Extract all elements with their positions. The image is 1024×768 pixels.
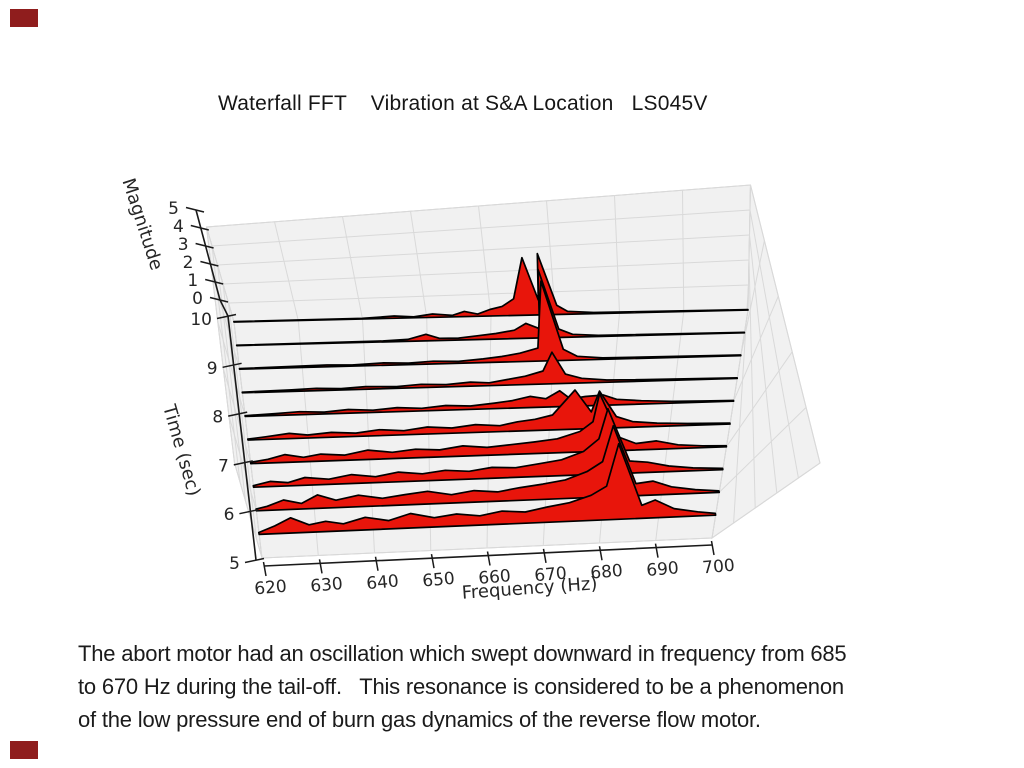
tick-mark xyxy=(209,296,229,303)
tick-mark xyxy=(244,557,265,564)
x-tick-label: 670 xyxy=(534,564,568,587)
grid-line xyxy=(682,190,685,312)
slide-accent-bottom-left xyxy=(10,741,38,759)
grid-line xyxy=(750,184,821,464)
grid-line xyxy=(228,302,257,540)
grid-line xyxy=(749,234,778,494)
grid-line xyxy=(614,195,620,314)
caption-text: The abort motor had an oscillation which… xyxy=(78,637,847,736)
grid-line xyxy=(261,537,713,559)
x-tick-label: 690 xyxy=(646,558,680,581)
y-tick-label: 7 xyxy=(218,456,229,476)
y-axis-title: Time (sec) xyxy=(158,401,204,498)
z-tick-label: 5 xyxy=(168,199,179,219)
caption-line: of the low pressure end of burn gas dyna… xyxy=(78,707,761,732)
tick-mark xyxy=(200,260,219,267)
fft-trace-t8 xyxy=(244,389,735,418)
grid-line xyxy=(740,240,765,356)
fft-trace-t10 xyxy=(233,252,749,323)
tick-mark xyxy=(598,546,603,561)
z-tick-label: 1 xyxy=(187,271,198,291)
x-tick-label: 620 xyxy=(254,577,288,600)
x-tick-label: 650 xyxy=(422,569,456,592)
tick-mark xyxy=(374,556,379,571)
grid-line xyxy=(342,216,363,320)
y-tick-label: 10 xyxy=(190,310,212,330)
y-tick-label: 8 xyxy=(212,408,223,428)
grid-line xyxy=(217,321,246,417)
grid-line xyxy=(410,211,428,318)
tick-mark xyxy=(185,206,205,213)
grid-line xyxy=(748,259,756,509)
tick-mark xyxy=(430,553,435,569)
grid-line xyxy=(222,368,252,464)
grid-line xyxy=(747,184,751,311)
grid-line xyxy=(749,209,799,479)
y-tick-label: 6 xyxy=(224,505,235,525)
fft-trace-t5.5 xyxy=(257,442,717,536)
grid-line xyxy=(725,351,793,448)
z-tick-label: 2 xyxy=(183,253,194,273)
tick-mark xyxy=(486,551,491,566)
x-tick-label: 630 xyxy=(310,574,344,597)
x-tick-label: 700 xyxy=(702,556,736,579)
fft-trace-t8.5 xyxy=(241,351,739,394)
z-axis-title: Magnitude xyxy=(118,176,167,273)
x-tick-label: 680 xyxy=(590,561,624,584)
caption-line: The abort motor had an oscillation which… xyxy=(78,641,847,666)
fft-trace-t9 xyxy=(238,280,742,371)
grid-line xyxy=(206,226,235,323)
tick-mark xyxy=(205,278,224,285)
tick-mark xyxy=(216,313,237,320)
tick-mark xyxy=(222,362,242,369)
caption-line: to 670 Hz during the tail-off. This reso… xyxy=(78,674,844,699)
fft-trace-t9.5 xyxy=(235,268,746,347)
tick-mark xyxy=(239,508,259,515)
grid-line xyxy=(711,462,821,539)
grid-line xyxy=(733,296,779,402)
tick-mark xyxy=(228,411,248,417)
grid-line xyxy=(478,205,492,317)
z-tick-label: 3 xyxy=(178,235,189,255)
grid-line xyxy=(234,462,263,559)
x-tick-label: 660 xyxy=(478,566,512,589)
y-tick-label: 9 xyxy=(207,359,218,379)
z-tick-label: 4 xyxy=(173,217,184,237)
tick-mark xyxy=(710,540,715,556)
grid-line xyxy=(718,407,807,493)
slide-accent-top-left xyxy=(10,9,38,27)
grid-line xyxy=(274,221,299,321)
tick-mark xyxy=(195,242,214,249)
tick-mark xyxy=(233,460,253,466)
tick-mark xyxy=(262,561,267,577)
y-tick-label: 5 xyxy=(229,554,240,574)
tick-mark xyxy=(542,548,547,564)
tick-mark xyxy=(654,543,659,558)
tick-mark xyxy=(190,224,209,231)
x-tick-label: 640 xyxy=(366,571,400,594)
z-tick-label: 0 xyxy=(192,289,203,309)
slide-title: Waterfall FFT Vibration at S&A Location … xyxy=(218,92,708,115)
tick-mark xyxy=(318,559,323,574)
